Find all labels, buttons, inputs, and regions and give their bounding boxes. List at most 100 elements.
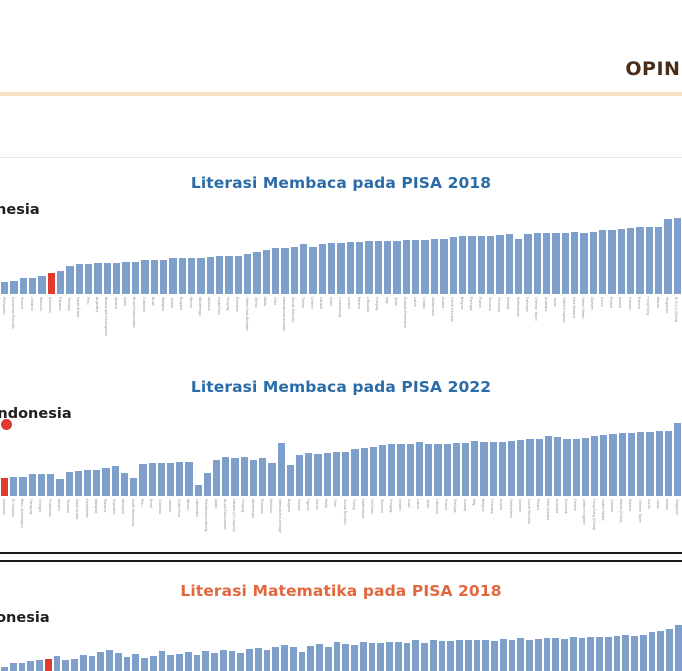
bar — [647, 631, 657, 671]
x-tick: Palestinian Authority — [203, 498, 212, 548]
x-tick-label: Baku (Azerbaijan) — [20, 499, 25, 528]
bar — [551, 638, 560, 671]
x-tick-label: Israel — [407, 499, 412, 508]
bar — [467, 236, 477, 294]
bar — [364, 241, 374, 294]
chart3-title: Literasi Matematika pada PISA 2018 — [180, 582, 502, 600]
x-tick: Malta — [323, 498, 332, 548]
bar — [341, 644, 350, 671]
bar — [130, 261, 141, 294]
x-tick: United Arab Emirates — [243, 296, 252, 354]
x-tick-label: Slovenia — [487, 297, 492, 311]
x-tick-label: Serbia — [253, 297, 258, 308]
x-tick: Greece — [295, 498, 304, 548]
x-tick-label: Argentina — [95, 297, 100, 313]
bar — [166, 655, 175, 671]
x-tick: Mongolia — [120, 498, 129, 548]
x-tick-label: Guatemala — [47, 499, 52, 517]
bar — [202, 472, 213, 496]
x-tick: Bulgaria — [286, 498, 295, 548]
x-tick-label: Slovenia — [379, 499, 384, 513]
bar — [121, 261, 131, 294]
bar — [543, 435, 554, 496]
bar — [617, 433, 627, 496]
x-tick: Lithuania — [433, 498, 442, 548]
x-tick: Dominican Republic — [9, 296, 18, 354]
x-tick-label: Canada — [627, 297, 632, 310]
x-tick: Kosovo — [19, 296, 28, 354]
x-tick-label: Lebanon — [29, 297, 34, 311]
x-tick-label: Lithuania — [434, 499, 439, 514]
bar — [439, 238, 449, 294]
bar — [101, 468, 111, 496]
x-tick: Latvia — [411, 296, 420, 354]
chart-reading-pisa-2022: Literasi Membaca pada PISA 2022 Indonesi… — [0, 368, 682, 548]
x-tick: Slovak Republic — [290, 296, 299, 354]
bar — [608, 433, 618, 496]
bar — [490, 640, 499, 671]
x-tick-label: El Salvador — [10, 499, 15, 518]
bar — [0, 282, 10, 294]
bar — [65, 266, 75, 294]
bar — [476, 236, 486, 294]
chart2-indonesia-marker-dot — [1, 419, 12, 430]
x-tick: Slovak Republic — [341, 498, 350, 548]
bar — [147, 463, 157, 496]
x-tick: Morocco — [37, 296, 46, 354]
x-tick-label: Latvia — [416, 499, 421, 509]
x-tick: Colombia — [157, 498, 166, 548]
bar — [332, 641, 342, 671]
chart2-x-axis-labels: Indonesia El Salvador Baku (Azerbaijan) Par… — [0, 498, 682, 548]
x-tick: Portugal — [452, 498, 461, 548]
x-tick: New Zealand — [544, 498, 553, 548]
bar — [224, 255, 234, 294]
bar — [626, 228, 636, 294]
bar — [52, 656, 62, 671]
bar — [525, 439, 535, 496]
bar — [672, 217, 682, 294]
x-tick: Austria — [439, 296, 448, 354]
x-tick-label: Turkey — [351, 499, 356, 510]
x-tick-label: Brunei Darussalam — [132, 297, 137, 328]
x-tick-label: Ireland — [665, 499, 670, 510]
bar — [28, 278, 38, 294]
bar — [377, 445, 388, 496]
bar — [196, 257, 206, 294]
bar — [212, 460, 222, 496]
bar — [401, 240, 412, 294]
bar — [8, 662, 18, 671]
bar — [470, 441, 480, 496]
chart2-title: Literasi Membaca pada PISA 2022 — [190, 378, 492, 396]
bar — [336, 243, 346, 294]
x-tick-label: Korea — [646, 499, 651, 509]
bar — [580, 437, 590, 496]
bar — [562, 439, 572, 496]
bar — [158, 259, 169, 294]
bar — [221, 457, 231, 496]
x-tick: Hungary — [387, 498, 396, 548]
bar — [387, 444, 397, 496]
bar — [442, 443, 452, 496]
x-tick-label: Peru — [85, 297, 90, 305]
x-tick: Moldova — [206, 296, 215, 354]
x-tick-label: Romania — [259, 499, 264, 514]
x-tick: France — [443, 498, 452, 548]
x-tick-label: Uruguay — [241, 499, 246, 513]
x-tick-label: Mexico — [185, 499, 190, 511]
x-tick-label: Bulgaria — [179, 297, 184, 311]
x-tick-label: Brazil — [149, 499, 154, 508]
x-tick: Jamaica — [166, 498, 175, 548]
x-tick: Serbia — [252, 296, 261, 354]
bar — [131, 654, 140, 671]
bar — [495, 234, 505, 294]
x-tick: Peru — [84, 296, 93, 354]
bar — [428, 640, 438, 671]
x-tick: Italy — [470, 498, 479, 548]
x-tick-label: Uruguay — [225, 297, 230, 311]
x-tick-label: Finland — [573, 499, 578, 511]
x-tick-label: Albania — [56, 499, 61, 511]
x-tick: Finland — [572, 498, 581, 548]
x-tick-label: Sweden — [590, 297, 595, 310]
bar — [551, 232, 561, 294]
bar — [393, 641, 403, 671]
